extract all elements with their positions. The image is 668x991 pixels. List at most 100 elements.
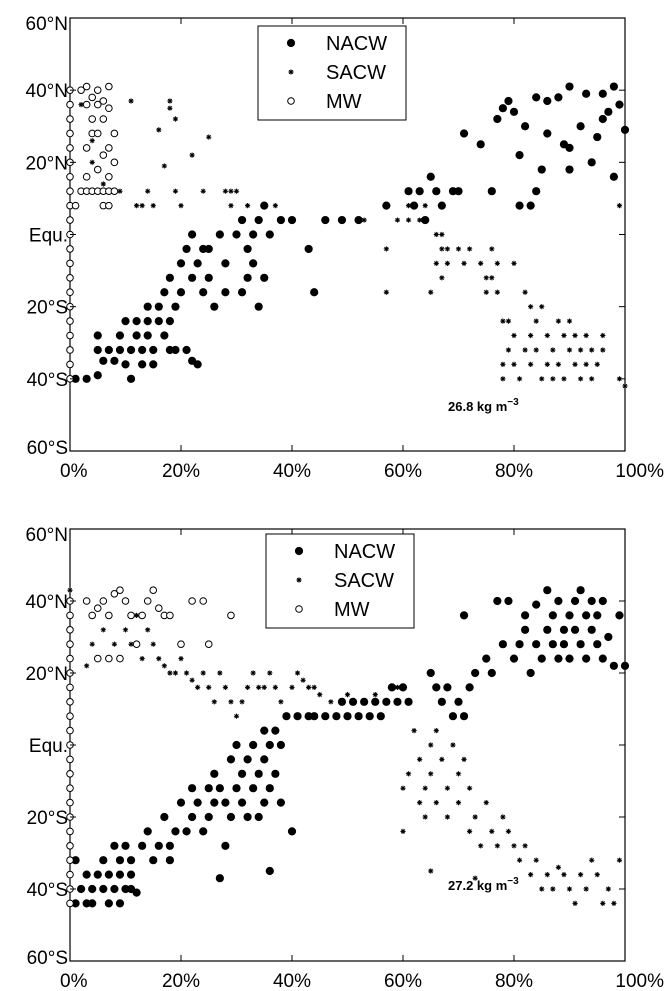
mw-point	[188, 597, 196, 605]
nacw-point	[243, 273, 252, 282]
mw-point	[110, 590, 119, 598]
nacw-point	[154, 317, 163, 326]
mw-point	[82, 597, 91, 605]
legend-label-sacw: SACW	[334, 570, 394, 592]
nacw-point	[593, 640, 602, 649]
x-tick-label: 100%	[615, 461, 664, 482]
sacw-point	[594, 872, 600, 878]
chart-panel-bottom: 0% 20% 40% 60% 80% 100% 60°N 40°N 20°N Equ. 20°S 4…	[26, 525, 665, 991]
nacw-point	[149, 345, 158, 355]
x-ticks-top: 0% 20% 40% 60% 80% 100%	[60, 18, 664, 482]
mw-point	[66, 698, 74, 706]
y-tick-label: 20°S	[27, 808, 68, 829]
nacw-point	[143, 302, 152, 311]
mw-point	[105, 611, 113, 620]
sacw-point	[372, 692, 378, 698]
sacw-point	[300, 677, 306, 683]
nacw-point	[249, 259, 258, 268]
sacw-point	[433, 260, 439, 266]
mw-point	[66, 726, 74, 735]
nacw-point	[609, 82, 619, 91]
sacw-point	[278, 699, 284, 705]
y-tick-label: 60°S	[27, 948, 68, 969]
sacw-point	[616, 203, 623, 209]
nacw-point	[498, 104, 507, 113]
nacw-point	[115, 331, 125, 340]
mw-point	[66, 115, 74, 123]
sacw-point	[533, 318, 539, 324]
mw-point	[66, 842, 74, 850]
sacw-point	[461, 756, 467, 762]
nacw-point	[115, 870, 125, 879]
sacw-point	[178, 656, 184, 662]
nacw-point	[582, 654, 591, 663]
nacw-point	[182, 345, 191, 355]
sacw-point	[500, 318, 506, 324]
nacw-point	[88, 899, 97, 908]
sacw-point	[428, 868, 434, 874]
nacw-point	[393, 697, 402, 706]
nacw-point	[121, 360, 130, 369]
nacw-point	[82, 374, 91, 383]
nacw-point	[365, 712, 374, 721]
nacw-point	[537, 165, 546, 174]
nacw-point	[71, 856, 80, 865]
nacw-point	[265, 866, 274, 876]
sacw-point	[511, 361, 517, 367]
sacw-point	[500, 814, 506, 820]
mw-point	[66, 274, 74, 282]
legend-label-mw: MW	[326, 91, 362, 113]
nacw-point	[443, 683, 452, 692]
nacw-point	[143, 827, 152, 836]
nacw-point	[593, 132, 602, 142]
sacw-point	[544, 872, 550, 878]
sacw-point	[383, 289, 389, 295]
sacw-point	[383, 203, 389, 209]
nacw-point	[188, 273, 197, 282]
nacw-point	[287, 215, 297, 225]
y-tick-label: Equ.	[29, 736, 68, 757]
nacw-point	[199, 288, 208, 297]
nacw-point	[521, 625, 530, 634]
mw-point	[66, 712, 74, 721]
nacw-point	[237, 798, 247, 807]
y-tick-label: 20°S	[27, 298, 68, 319]
sacw-point	[594, 361, 600, 367]
mw-point	[99, 115, 108, 123]
nacw-point	[548, 640, 557, 649]
nacw-point	[260, 273, 269, 282]
nacw-point	[493, 114, 502, 124]
mw-point	[88, 115, 96, 123]
nacw-point	[226, 812, 236, 822]
nacw-point	[193, 360, 202, 369]
nacw-point	[132, 317, 141, 326]
mw-point	[93, 129, 102, 138]
mw-point	[66, 856, 74, 865]
sacw-point	[550, 376, 556, 382]
nacw-point	[237, 769, 247, 778]
nacw-point	[459, 129, 469, 138]
mw-point	[66, 626, 74, 634]
sacw-point	[361, 699, 367, 705]
sacw-point	[439, 275, 445, 281]
nacw-point	[554, 654, 563, 663]
sacw-point	[250, 670, 256, 676]
sacw-point	[467, 785, 473, 791]
sacw-point	[228, 188, 234, 194]
nacw-point	[176, 288, 186, 297]
nacw-point	[226, 755, 236, 764]
nacw-point	[426, 172, 435, 181]
sacw-point	[428, 771, 434, 777]
nacw-point	[265, 784, 274, 793]
nacw-point	[521, 611, 530, 620]
nacw-point	[126, 345, 136, 355]
sacw-point	[239, 699, 245, 705]
mw-point	[93, 86, 102, 94]
sacw-point	[550, 347, 556, 353]
nacw-point	[321, 712, 330, 721]
mw-point	[110, 129, 119, 138]
sacw-point	[400, 785, 406, 791]
nacw-point	[576, 586, 585, 595]
y-tick-label: 40°S	[27, 880, 68, 901]
sacw-point	[172, 188, 179, 194]
